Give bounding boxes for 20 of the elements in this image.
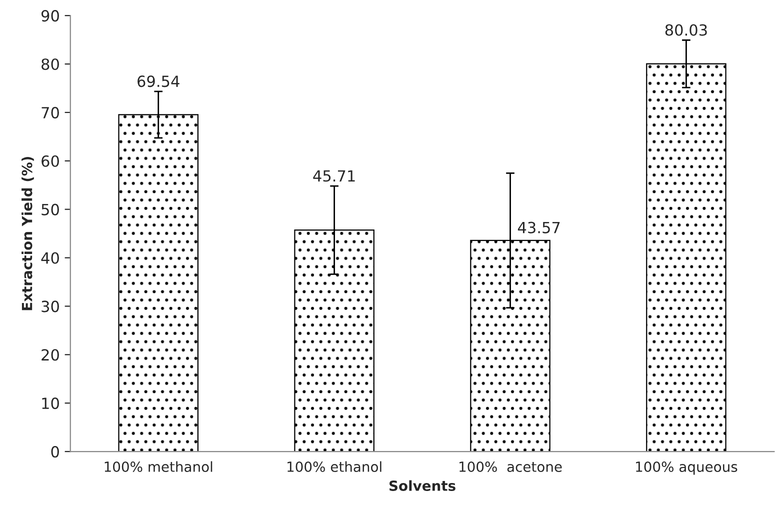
y-axis-title: Extraction Yield (%) xyxy=(22,156,34,310)
y-tick-label: 90 xyxy=(41,10,59,22)
y-tick-label: 20 xyxy=(42,349,59,361)
x-tick-label: 100% acetone xyxy=(460,461,562,472)
data-label: 80.03 xyxy=(665,24,707,36)
x-tick-label: 100% aqueous xyxy=(636,461,738,475)
data-label: 69.54 xyxy=(138,76,180,88)
y-tick-label: 30 xyxy=(42,300,59,312)
data-label: 43.57 xyxy=(518,222,560,234)
y-tick-label: 50 xyxy=(42,204,59,216)
y-tick-label: 0 xyxy=(51,446,59,458)
y-tick-label: 80 xyxy=(42,58,59,70)
y-tick-label: 60 xyxy=(42,155,59,167)
x-axis-title: Solvents xyxy=(389,480,456,491)
y-tick-label: 70 xyxy=(42,106,59,118)
data-label: 45.71 xyxy=(313,170,355,182)
y-tick-label: 40 xyxy=(41,252,59,264)
x-tick-label: 100% methanol xyxy=(104,461,212,472)
x-tick-label: 100% ethanol xyxy=(288,461,382,472)
y-tick-label: 10 xyxy=(42,398,59,410)
